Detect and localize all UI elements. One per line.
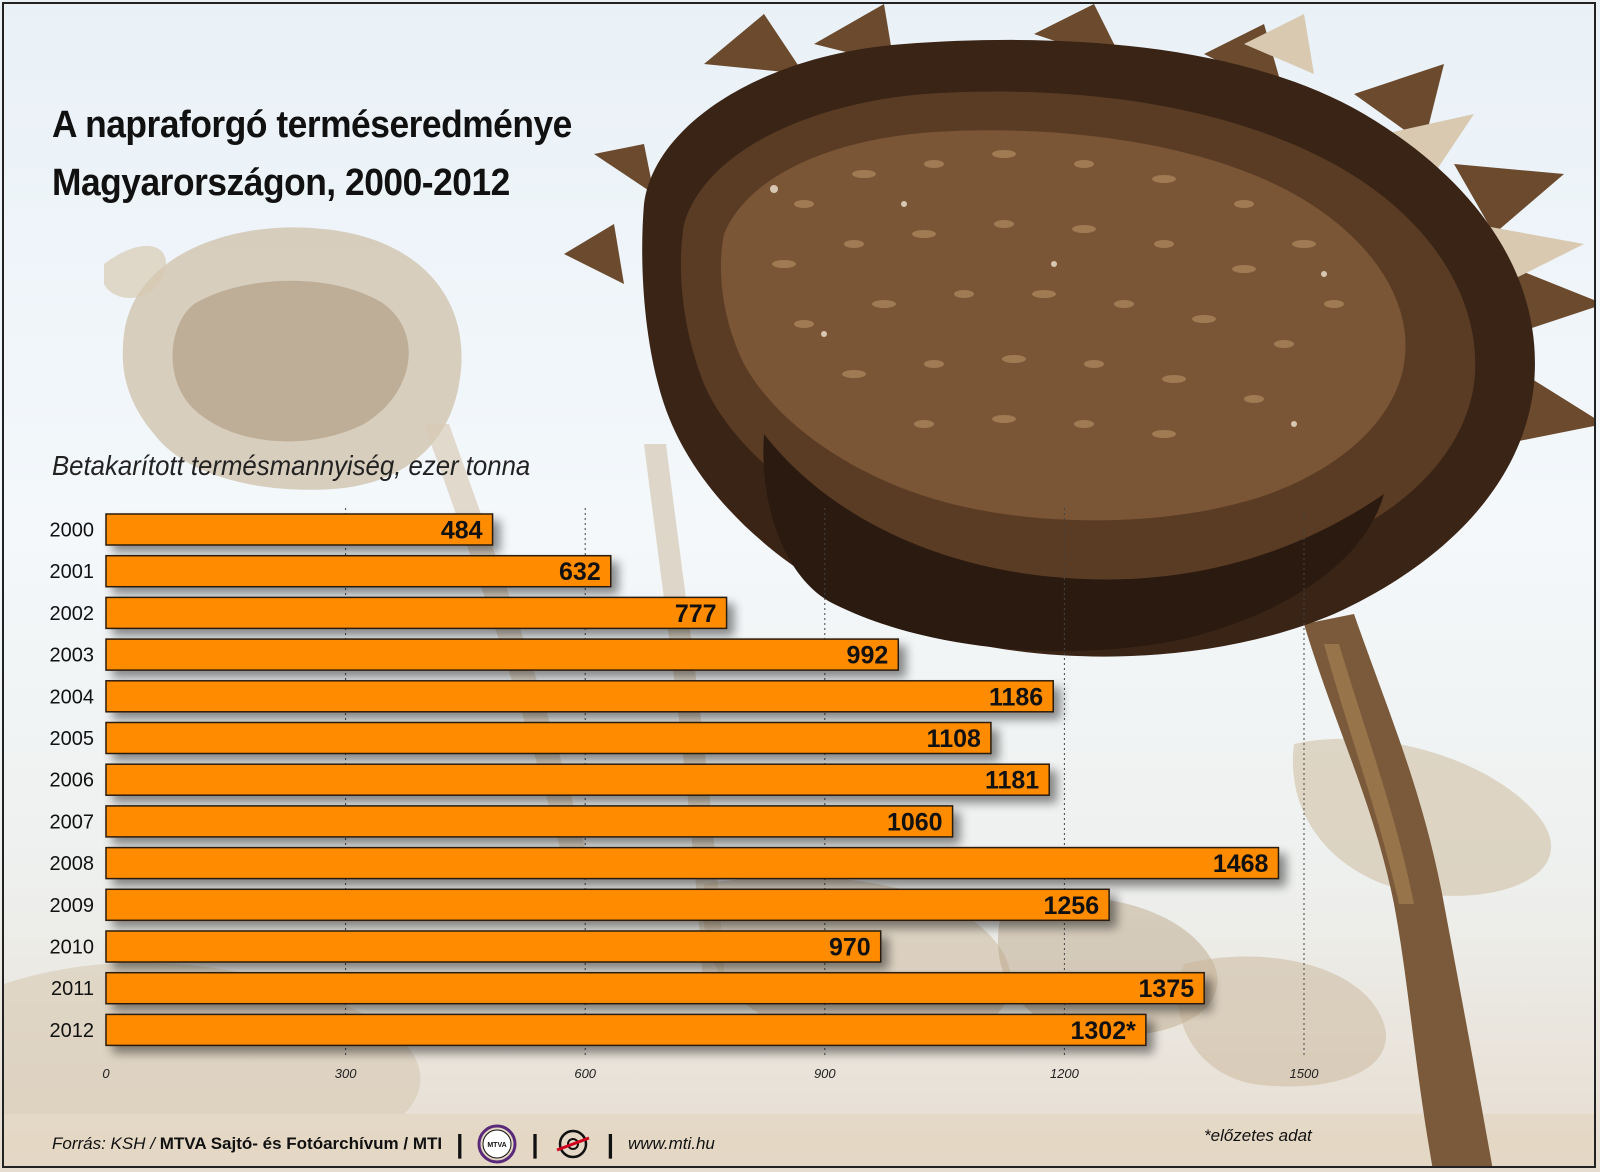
category-label-2006: 2006 [50,770,95,792]
chart-title-line2: Magyarországon, 2000-2012 [52,162,510,204]
bars-group [105,513,1280,1047]
value-label-2010: 970 [829,934,871,962]
source-url: www.mti.hu [627,1134,715,1153]
x-tick-label: 300 [335,1066,357,1081]
source-bold: MTVA Sajtó- és Fotóarchívum / MTI [159,1134,443,1153]
value-label-2002: 777 [675,600,717,628]
category-label-2008: 2008 [50,853,95,875]
bar-2006 [105,763,1050,796]
mtva-logo-text: MTVA [488,1142,507,1149]
bar-2002 [105,596,728,630]
footer-source: Forrás: KSH / MTVA Sajtó- és Fotóarchívu… [52,1124,715,1164]
bar-2007 [105,805,954,838]
x-tick-label: 0 [102,1066,110,1081]
category-label-2003: 2003 [50,645,95,667]
separator-3: | [606,1128,614,1159]
value-label-2001: 632 [559,558,601,586]
bar-2005 [105,721,992,755]
value-label-2005: 1108 [927,725,981,753]
category-label-2007: 2007 [50,811,95,833]
value-label-2008: 1468 [1213,850,1269,878]
bar-2009 [105,888,1110,922]
bar-2008 [105,846,1280,880]
value-label-2011: 1375 [1139,975,1195,1003]
category-label-2001: 2001 [50,561,95,583]
value-label-2000: 484 [441,517,483,545]
footnote-preliminary: *előzetes adat [1204,1126,1312,1145]
x-tick-label: 600 [574,1066,596,1081]
category-label-2011: 2011 [51,978,94,1000]
category-label-2009: 2009 [50,895,95,917]
category-label-2012: 2012 [50,1020,95,1042]
labels-group: 0 300 600 900 1200 1500 2000 484 2001 632 2002 777 2… [50,517,1320,1082]
category-label-2010: 2010 [50,937,95,959]
source-prefix: Forrás: KSH / [52,1134,155,1153]
bar-2004 [105,680,1054,713]
bar-2012 [105,1013,1147,1047]
x-tick-label: 1500 [1290,1066,1320,1081]
chart-axis-label: Betakarított termésmannyiség, ezer tonna [52,450,531,481]
bar-2000 [105,513,494,546]
category-label-2005: 2005 [50,728,95,750]
x-tick-label: 900 [814,1066,836,1081]
category-label-2000: 2000 [50,520,95,542]
separator-2: | [531,1128,539,1159]
mtva-logo-icon: MTVA [477,1124,517,1164]
value-label-2003: 992 [847,642,889,670]
value-label-2006: 1181 [985,767,1039,795]
value-label-2007: 1060 [887,808,943,836]
x-tick-label: 1200 [1050,1066,1080,1081]
bar-2001 [105,554,612,588]
category-label-2002: 2002 [50,603,95,625]
bar-chart: 0 300 600 900 1200 1500 2000 484 2001 632 2002 777 2… [50,508,1320,1082]
separator-1: | [456,1128,464,1159]
chart-title-line1: A napraforgó terméseredménye [52,104,572,146]
value-label-2004: 1186 [989,683,1043,711]
value-label-2009: 1256 [1044,892,1100,920]
category-label-2004: 2004 [50,686,95,708]
value-label-2012: 1302* [1071,1017,1137,1045]
mti-logo-icon [556,1129,590,1159]
bar-2010 [105,930,882,963]
bar-2003 [105,638,900,671]
bar-2011 [105,971,1205,1005]
